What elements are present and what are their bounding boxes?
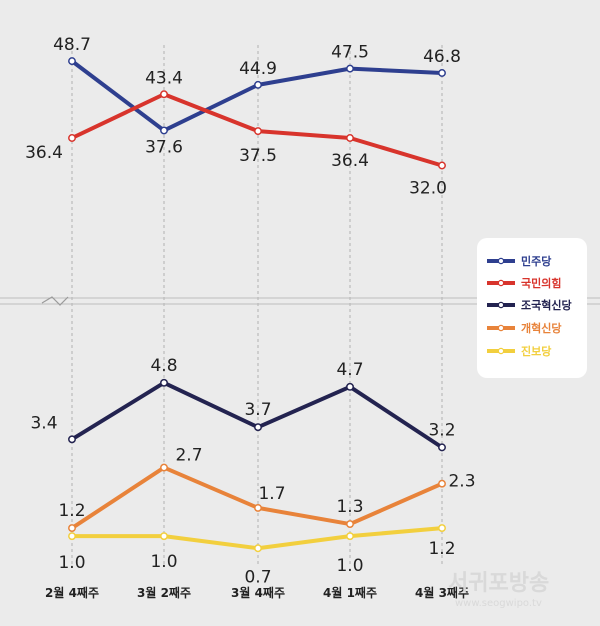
- data-point: [438, 69, 446, 77]
- data-point: [438, 524, 446, 533]
- data-point: [254, 503, 262, 512]
- data-label: 4.8: [150, 356, 177, 376]
- data-label: 44.9: [239, 59, 277, 79]
- data-point: [160, 90, 168, 99]
- legend-label: 조국혁신당: [521, 298, 572, 312]
- legend-swatch-point: [497, 347, 505, 355]
- x-tick-label: 2월 4째주: [45, 585, 99, 600]
- data-label: 37.6: [145, 138, 183, 158]
- legend-swatch-point: [497, 324, 505, 332]
- series-points: [68, 57, 446, 553]
- data-label: 4.7: [336, 360, 363, 380]
- x-tick-label: 3월 4째주: [231, 585, 285, 600]
- data-label: 1.0: [150, 552, 177, 572]
- data-label: 1.3: [336, 497, 363, 517]
- data-label: 1.7: [258, 484, 285, 504]
- data-label: 3.4: [30, 413, 57, 433]
- legend-label: 국민의힘: [521, 276, 561, 290]
- data-point: [438, 479, 446, 488]
- data-point: [68, 57, 76, 66]
- data-point: [68, 134, 76, 142]
- data-label: 0.7: [244, 567, 271, 587]
- legend-label: 진보당: [521, 344, 551, 358]
- legend-label: 민주당: [521, 254, 551, 268]
- legend-swatch-point: [497, 279, 505, 287]
- vertical-gridlines: [71, 45, 443, 565]
- data-point: [160, 463, 168, 472]
- watermark-url: www.seogwipo.tv: [455, 598, 542, 609]
- watermark: 서귀포방송 www.seogwipo.tv: [448, 571, 549, 609]
- data-label: 1.0: [58, 553, 85, 573]
- x-tick-label: 4월 3째주: [415, 585, 469, 600]
- data-point: [68, 532, 76, 541]
- legend-swatch-point: [497, 301, 505, 309]
- data-point: [346, 382, 354, 391]
- data-point: [438, 443, 446, 452]
- data-point: [68, 435, 76, 444]
- data-label: 3.2: [428, 420, 455, 440]
- data-label: 1.2: [428, 539, 455, 559]
- data-label: 48.7: [53, 35, 91, 55]
- x-tick-label: 3월 2째주: [137, 585, 191, 600]
- data-point: [346, 64, 354, 73]
- x-tick-label: 4월 1째주: [323, 585, 377, 600]
- data-label: 36.4: [25, 143, 63, 163]
- data-labels: 48.7 37.6 44.9 47.5 46.8 36.4 43.4 37.5 36.4 32.0…: [25, 35, 475, 587]
- data-label: 36.4: [331, 151, 369, 171]
- data-label: 2.7: [175, 446, 202, 466]
- watermark-name: 서귀포방송: [448, 571, 549, 596]
- data-label: 2.3: [448, 472, 475, 492]
- data-point: [254, 80, 262, 89]
- data-point: [254, 127, 262, 136]
- data-point: [346, 532, 354, 541]
- legend-label: 개혁신당: [521, 321, 561, 335]
- data-point: [68, 524, 76, 533]
- legend-item: 조국혁신당: [487, 298, 572, 312]
- data-point: [160, 126, 168, 135]
- legend-item: 개혁신당: [487, 321, 561, 335]
- x-axis-ticks: 2월 4째주 3월 2째주 3월 4째주 4월 1째주 4월 3째주: [45, 585, 469, 600]
- data-point: [254, 544, 262, 553]
- data-point: [254, 423, 262, 432]
- data-point: [160, 378, 168, 387]
- legend-swatch-point: [497, 257, 505, 265]
- data-point: [346, 520, 354, 528]
- data-label: 37.5: [239, 146, 277, 166]
- legend-item: 민주당: [487, 254, 551, 268]
- legend-item: 국민의힘: [487, 276, 561, 290]
- data-label: 1.0: [336, 556, 363, 576]
- data-point: [438, 161, 446, 170]
- data-label: 43.4: [145, 68, 183, 88]
- data-label: 47.5: [331, 43, 369, 63]
- data-point: [160, 532, 168, 541]
- data-label: 32.0: [409, 179, 447, 199]
- data-label: 46.8: [423, 47, 461, 67]
- legend-item: 진보당: [487, 344, 551, 358]
- series-line: [70, 465, 443, 530]
- data-label: 1.2: [58, 501, 85, 521]
- data-point: [346, 134, 354, 142]
- data-label: 3.7: [244, 400, 271, 420]
